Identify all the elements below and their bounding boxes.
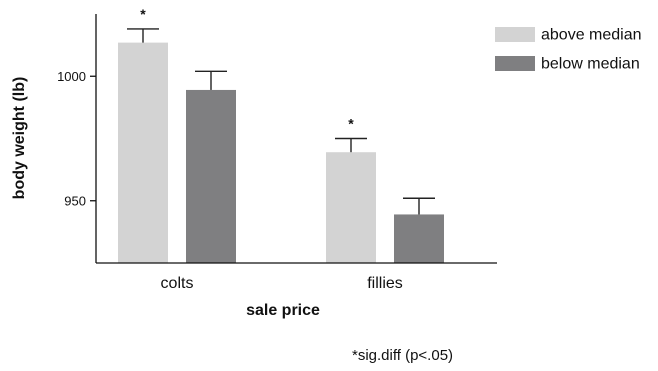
significance-footnote: *sig.diff (p<.05) [352,347,453,364]
y-tick-label: 1000 [57,69,86,84]
bar [186,89,236,263]
bar [394,214,444,263]
legend-swatch [495,56,535,71]
y-tick-label: 950 [64,193,86,208]
x-category-label: fillies [367,275,403,292]
significance-star: * [348,116,354,132]
legend-label: above median [541,27,642,44]
bar [326,152,376,263]
legend-swatch [495,27,535,42]
x-axis-title: sale price [246,302,320,319]
x-category-label: colts [161,275,194,292]
bars-layer [118,42,444,264]
significance-star: * [140,6,146,22]
legend-label: below median [541,56,640,73]
x-axis-categories: colts fillies [161,275,403,292]
significance-markers: ** [140,6,354,132]
legend: above median below median [495,27,642,73]
y-axis-title: body weight (lb) [11,77,28,200]
y-axis-ticks: 950 1000 [57,69,96,208]
bar [118,42,168,264]
error-bars-layer [127,28,435,215]
